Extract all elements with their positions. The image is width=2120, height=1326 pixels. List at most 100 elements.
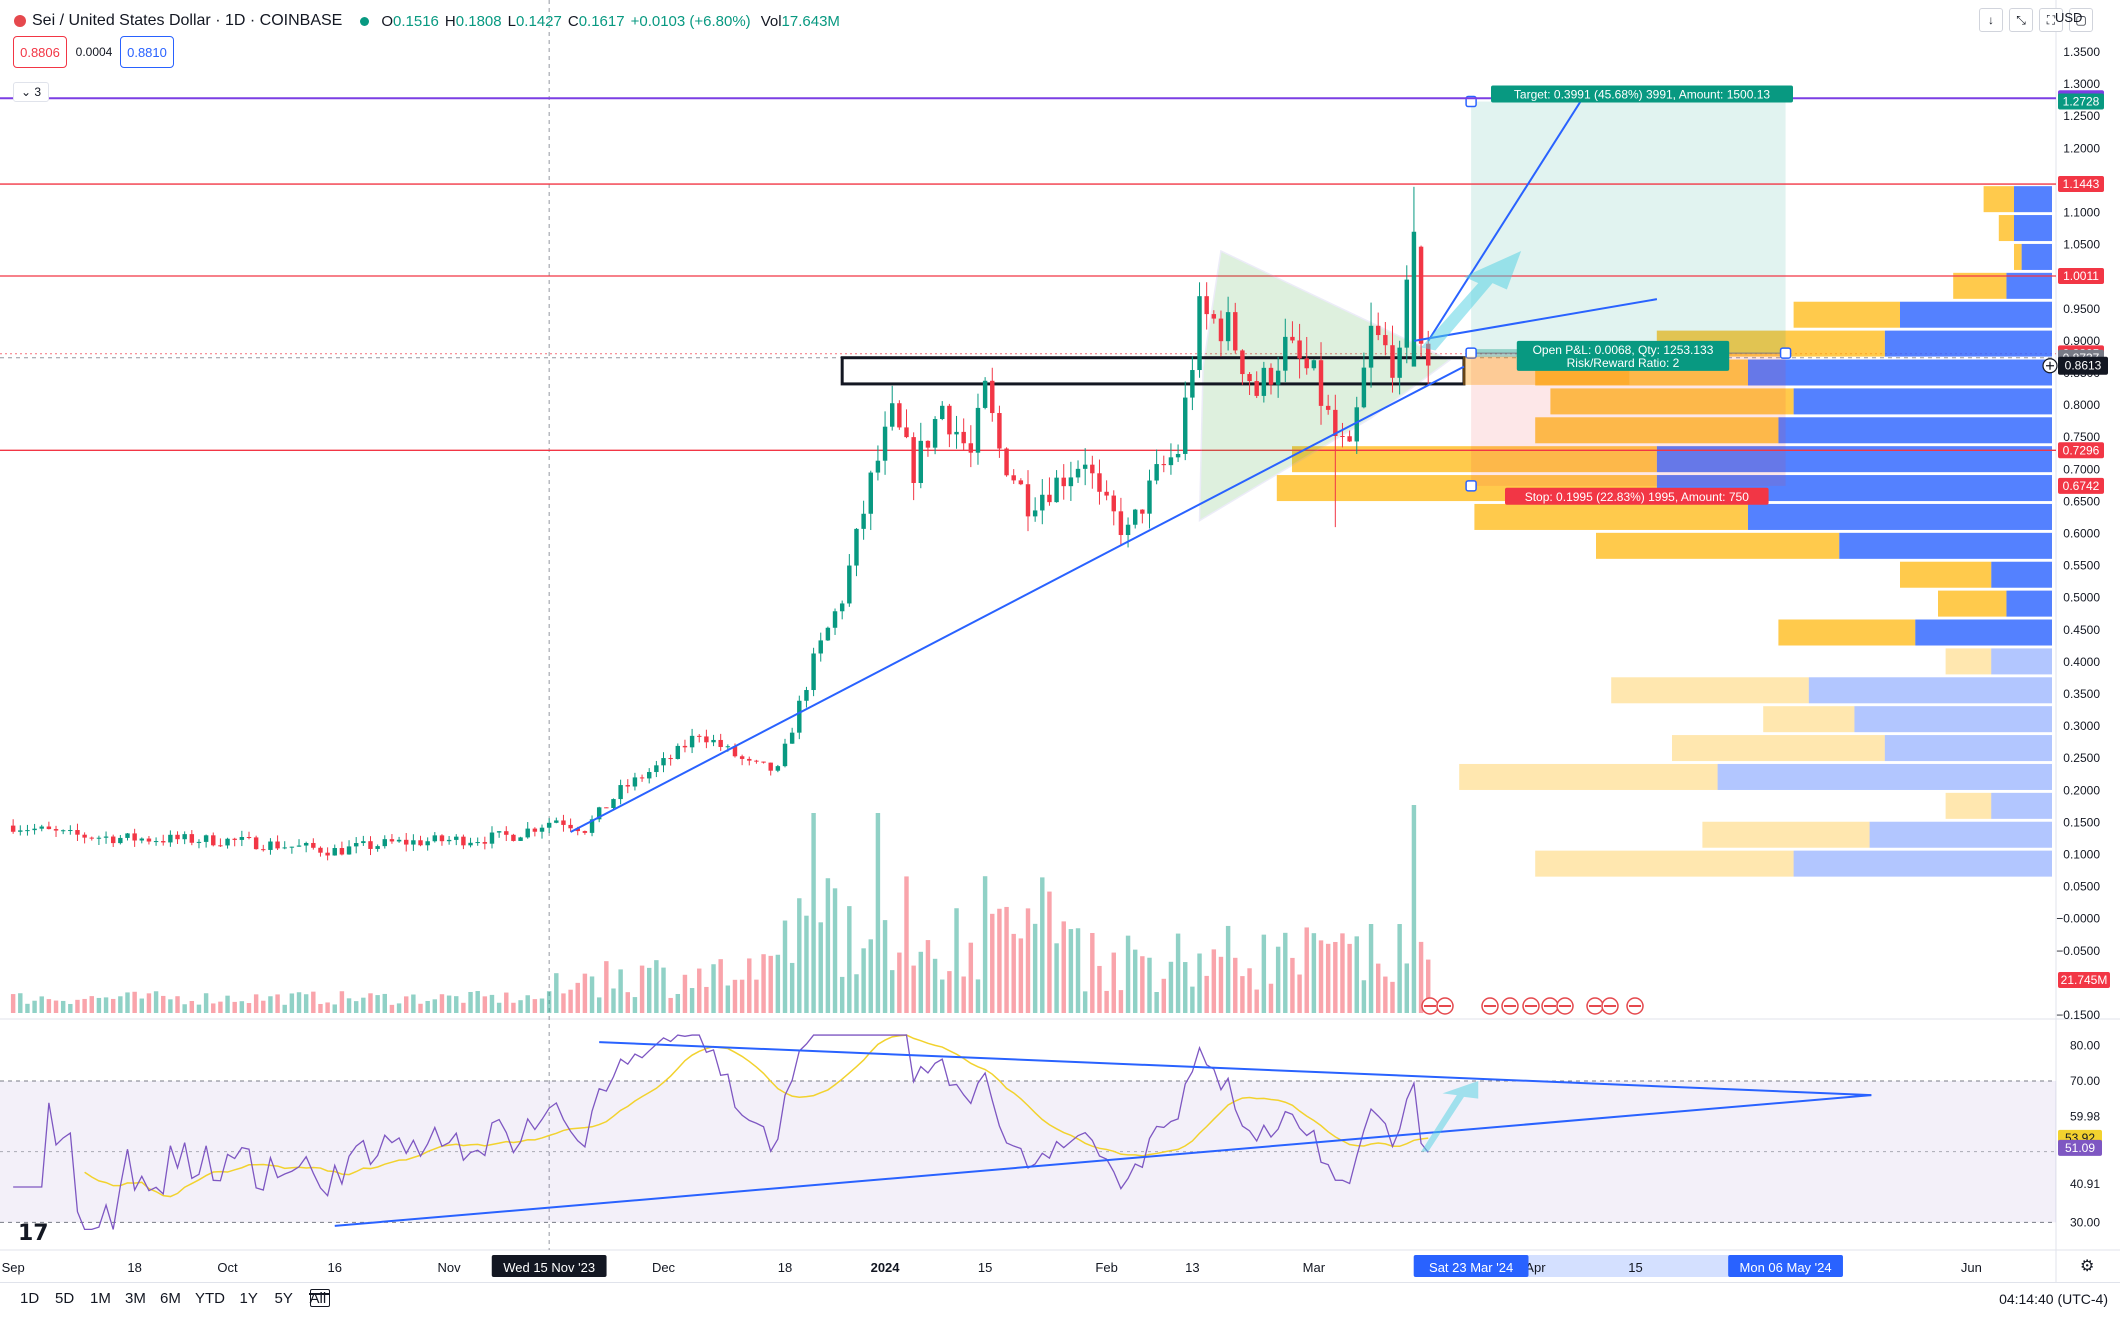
candle-body: [854, 528, 859, 566]
candle-body: [647, 772, 652, 779]
timeframe-1y[interactable]: 1Y: [239, 1290, 258, 1307]
candle-body: [1397, 347, 1402, 378]
time-tick-label: 15: [978, 1260, 992, 1275]
candle-body: [1025, 484, 1031, 517]
volume-bar: [496, 1002, 502, 1013]
symbol-title[interactable]: Sei / United States Dollar · 1D · COINBA…: [32, 12, 343, 29]
ohlc-value-H: 0.1808: [455, 12, 502, 30]
candle-body: [639, 777, 645, 779]
volume-bar: [1283, 932, 1288, 1013]
volume-bar: [832, 888, 838, 1013]
time-highlight-bg: [1728, 1255, 1843, 1277]
rsi-tick-label: 40.91: [2070, 1177, 2100, 1191]
ohlc-value-C: 0.1617: [578, 12, 625, 30]
candle-body: [1311, 360, 1317, 369]
candle-body: [675, 745, 681, 759]
candle-body: [1390, 345, 1395, 378]
candle-body: [861, 513, 866, 529]
candle-body: [682, 745, 688, 748]
volume-profile-down-bar: [1793, 388, 2052, 415]
volume-bar: [82, 998, 87, 1013]
last-price-bg: [2058, 356, 2108, 375]
timeframe-6m[interactable]: 6M: [160, 1290, 181, 1307]
volume-bar: [189, 1000, 195, 1013]
candle-body: [504, 831, 509, 835]
candle-body: [1261, 367, 1267, 396]
candle-body: [582, 831, 588, 833]
price-tick-label: 1.0500: [2063, 238, 2100, 252]
timeframe-1m[interactable]: 1M: [90, 1290, 111, 1307]
candle-body: [18, 830, 23, 832]
volume-profile-down-bar: [1991, 648, 2052, 675]
time-tick-label: 13: [1185, 1260, 1199, 1275]
candle-body: [82, 834, 87, 838]
volume-bar: [10, 994, 16, 1013]
candle-body: [1118, 511, 1124, 536]
volume-bar: [439, 994, 445, 1013]
indicators-collapse-button[interactable]: ⌄ 3: [13, 82, 49, 102]
currency-label[interactable]: USD: [2055, 10, 2083, 25]
calendar-icon[interactable]: [309, 1289, 330, 1307]
price-tick-label: −0.0000: [2056, 912, 2100, 926]
volume-profile-up-bar: [1672, 735, 1885, 762]
volume-tag: 21.745M: [2061, 973, 2108, 987]
price-tick-label: 0.9500: [2063, 302, 2100, 316]
volume-profile-down-bar: [1854, 706, 2052, 733]
candle-body: [432, 835, 438, 842]
volume-bar: [1325, 943, 1331, 1013]
volume-bar: [125, 992, 130, 1013]
volume-bar: [425, 1000, 430, 1013]
volume-bar: [1111, 952, 1116, 1013]
volume-bar: [925, 940, 931, 1013]
candle-body: [46, 826, 52, 830]
candle-body: [1197, 296, 1202, 371]
timeframe-5y[interactable]: 5Y: [274, 1290, 293, 1307]
volume-bar: [404, 996, 409, 1013]
candle-body: [203, 835, 209, 842]
volume-bar: [146, 993, 152, 1013]
candle-body: [961, 431, 966, 444]
pnl-label: Open P&L: 0.0068, Qty: 1253.133: [1533, 343, 1714, 357]
volume-bar: [546, 991, 552, 1013]
gear-icon[interactable]: ⚙: [2080, 1258, 2095, 1275]
candle-body: [253, 837, 259, 850]
volume-bar: [60, 1000, 66, 1013]
screenshot-icon[interactable]: ▢: [2069, 8, 2093, 32]
chevron-down-icon: ⌄: [20, 85, 35, 99]
buy-button[interactable]: 0.8810: [120, 36, 174, 68]
volume-bar: [782, 920, 788, 1013]
volume-profile-down-bar: [2006, 590, 2052, 617]
volume-bar: [754, 979, 759, 1013]
candle-body: [182, 834, 187, 840]
fullscreen-icon[interactable]: ⛶: [2039, 8, 2063, 32]
trendline-target: [1427, 93, 1587, 342]
timeframe-3m[interactable]: 3M: [125, 1290, 146, 1307]
candle-body: [1354, 407, 1359, 442]
arrow-down-icon[interactable]: ↓: [1979, 8, 2003, 32]
ohlc-key-O: O: [381, 12, 393, 30]
time-tick-label: 2024: [871, 1260, 901, 1275]
candle-body: [868, 472, 873, 514]
candle-body: [353, 843, 359, 847]
candle-body: [1068, 477, 1074, 487]
sell-button[interactable]: 0.8806: [13, 36, 67, 68]
volume-bar: [418, 1003, 423, 1013]
candle-body: [1375, 325, 1381, 336]
volume-bar: [1297, 974, 1302, 1013]
price-tick-label: 0.8000: [2063, 398, 2100, 412]
candle-body: [32, 828, 37, 831]
volume-profile-up-bar: [2014, 243, 2022, 270]
market-status-icon: [360, 16, 370, 26]
collapse-arrows-icon[interactable]: ⤡: [2009, 8, 2033, 32]
timeframe-5d[interactable]: 5D: [55, 1290, 75, 1307]
candle-body: [997, 413, 1002, 449]
candle-body: [175, 834, 180, 840]
volume-bar: [32, 1000, 37, 1013]
candle-body: [1254, 381, 1259, 396]
timeframe-ytd[interactable]: YTD: [195, 1290, 225, 1307]
timeframe-1d[interactable]: 1D: [20, 1290, 40, 1307]
volume-bar: [1125, 935, 1131, 1013]
volume-bar: [461, 1002, 466, 1013]
volume-bar: [711, 964, 716, 1013]
